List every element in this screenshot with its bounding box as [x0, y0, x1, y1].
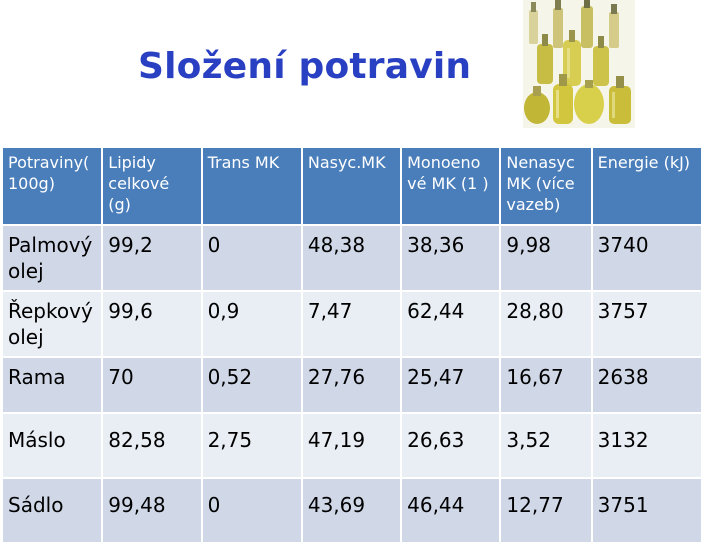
cell-saturated: 47,19 [302, 414, 401, 477]
header-trans-fa: Trans MK [202, 148, 301, 224]
cell-lipids: 82,58 [103, 414, 201, 477]
cell-trans: 0,9 [202, 292, 301, 356]
cell-lipids: 99,48 [103, 479, 201, 542]
table-row: Máslo 82,58 2,75 47,19 26,63 3,52 3132 [3, 414, 701, 477]
cell-food: Sádlo [3, 479, 102, 542]
header-foods: Potraviny( 100g) [3, 148, 102, 224]
cell-lipids: 99,6 [103, 292, 201, 356]
cell-food: Palmový olej [3, 226, 102, 290]
cell-energy: 3757 [592, 292, 701, 356]
table-row: Rama 70 0,52 27,76 25,47 16,67 2638 [3, 358, 701, 412]
cell-saturated: 48,38 [302, 226, 401, 290]
cell-energy: 2638 [592, 358, 701, 412]
cell-mono: 62,44 [402, 292, 500, 356]
cell-poly: 3,52 [501, 414, 591, 477]
table-header-row: Potraviny( 100g) Lipidy celkové (g) Tran… [3, 148, 701, 224]
cell-mono: 38,36 [402, 226, 500, 290]
cell-mono: 25,47 [402, 358, 500, 412]
cell-food: Rama [3, 358, 102, 412]
cell-poly: 16,67 [501, 358, 591, 412]
oil-bottles-icon [523, 0, 635, 128]
cell-food: Řepkový olej [3, 292, 102, 356]
cell-lipids: 70 [103, 358, 201, 412]
cell-energy: 3740 [592, 226, 701, 290]
oil-bottles-photo [523, 0, 635, 128]
cell-trans: 0 [202, 226, 301, 290]
table-row: Řepkový olej 99,6 0,9 7,47 62,44 28,80 3… [3, 292, 701, 356]
composition-table: Potraviny( 100g) Lipidy celkové (g) Tran… [1, 146, 703, 544]
cell-saturated: 7,47 [302, 292, 401, 356]
header-saturated-fa: Nasyc.MK [302, 148, 401, 224]
cell-poly: 28,80 [501, 292, 591, 356]
cell-food: Máslo [3, 414, 102, 477]
cell-trans: 0 [202, 479, 301, 542]
header-monounsaturated-fa: Monoeno vé MK (1 ) [402, 148, 500, 224]
cell-mono: 26,63 [402, 414, 500, 477]
cell-trans: 0,52 [202, 358, 301, 412]
table-row: Palmový olej 99,2 0 48,38 38,36 9,98 374… [3, 226, 701, 290]
cell-energy: 3751 [592, 479, 701, 542]
cell-trans: 2,75 [202, 414, 301, 477]
cell-saturated: 27,76 [302, 358, 401, 412]
cell-lipids: 99,2 [103, 226, 201, 290]
header-total-lipids: Lipidy celkové (g) [103, 148, 201, 224]
cell-saturated: 43,69 [302, 479, 401, 542]
cell-mono: 46,44 [402, 479, 500, 542]
slide-title: Složení potravin [138, 46, 472, 87]
cell-energy: 3132 [592, 414, 701, 477]
cell-poly: 12,77 [501, 479, 591, 542]
table-row: Sádlo 99,48 0 43,69 46,44 12,77 3751 [3, 479, 701, 542]
header-polyunsaturated-fa: Nenasyc MK (více vazeb) [501, 148, 591, 224]
cell-poly: 9,98 [501, 226, 591, 290]
header-energy: Energie (kJ) [592, 148, 701, 224]
